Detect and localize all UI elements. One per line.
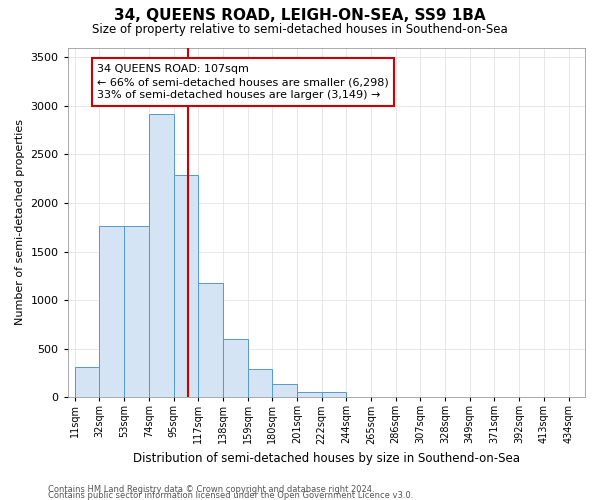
Text: Contains public sector information licensed under the Open Government Licence v3: Contains public sector information licen… (48, 491, 413, 500)
Bar (75, 367, 100, 397)
Text: Contains HM Land Registry data © Crown copyright and database right 2024.: Contains HM Land Registry data © Crown c… (48, 485, 374, 494)
Text: Size of property relative to semi-detached houses in Southend-on-Sea: Size of property relative to semi-detach… (92, 22, 508, 36)
Bar (149, 114, 173, 397)
Bar (322, 392, 346, 397)
X-axis label: Distribution of semi-detached houses by size in Southend-on-Sea: Distribution of semi-detached houses by … (133, 452, 520, 465)
Bar (173, 175, 198, 397)
Text: 34, QUEENS ROAD, LEIGH-ON-SEA, SS9 1BA: 34, QUEENS ROAD, LEIGH-ON-SEA, SS9 1BA (114, 8, 486, 22)
Y-axis label: Number of semi-detached properties: Number of semi-detached properties (15, 120, 25, 326)
Text: 34 QUEENS ROAD: 107sqm
← 66% of semi-detached houses are smaller (6,298)
33% of : 34 QUEENS ROAD: 107sqm ← 66% of semi-det… (97, 64, 389, 100)
Bar (124, 226, 149, 397)
Bar (272, 384, 297, 397)
Bar (248, 369, 272, 397)
Bar (198, 282, 223, 397)
Bar (223, 339, 248, 397)
Bar (297, 392, 322, 397)
Bar (100, 226, 124, 397)
